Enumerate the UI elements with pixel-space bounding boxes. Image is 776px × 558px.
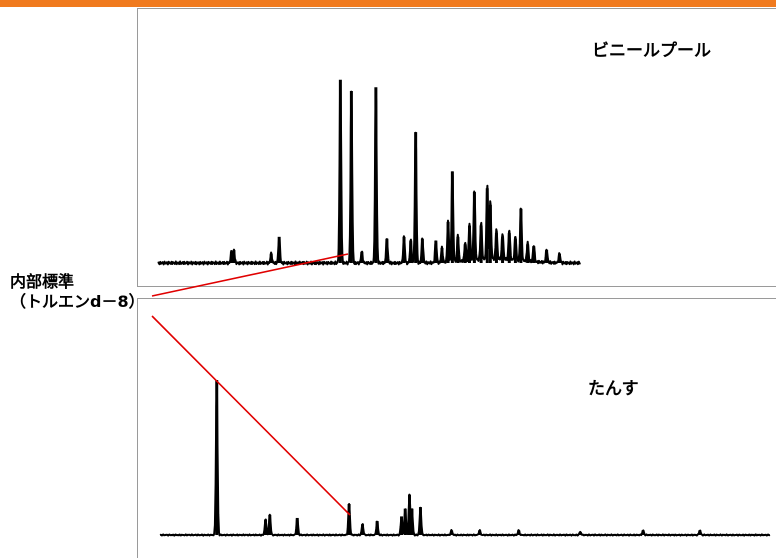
internal-standard-label: 内部標準: [10, 272, 75, 291]
internal-standard-compound: （トルエンd－8）: [10, 292, 145, 311]
internal-standard-pointer-dresser: [151, 315, 351, 516]
trace-vinyl-pool: [157, 82, 582, 266]
top-accent-bar: [0, 0, 776, 7]
sample-label-vinyl-pool: ビニールプール: [592, 41, 711, 61]
internal-standard-callout: 内部標準 （トルエンd－8）: [10, 272, 145, 312]
chromatogram-panel-dresser: [137, 298, 776, 558]
trace-dresser: [159, 384, 771, 537]
sample-label-dresser: たんす: [588, 379, 639, 399]
internal-standard-pointer-vinyl-pool: [151, 253, 349, 297]
